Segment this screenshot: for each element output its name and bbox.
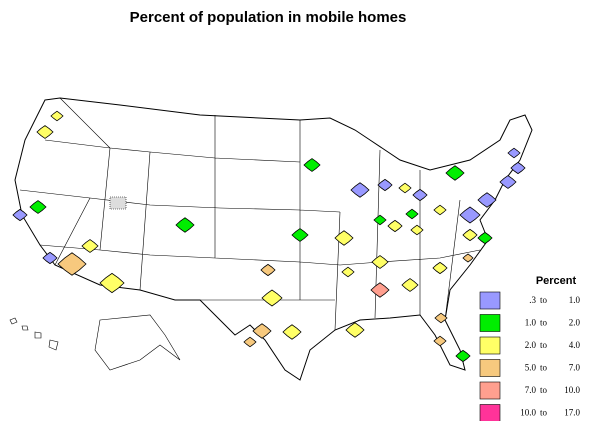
metro-area [371,255,389,269]
metro-area [477,231,493,245]
metro-area [334,230,354,246]
metro-area [12,208,28,222]
metro-area [175,217,195,233]
metro-area [81,239,99,253]
metro-area [401,278,419,292]
metro-area [410,224,424,236]
metro-area [499,175,517,189]
legend-separator: to [540,363,548,373]
metro-area [29,200,47,214]
metro-area [260,263,276,277]
metro-area [510,161,526,175]
title: Percent of population in mobile homes [130,9,407,26]
metro-area [507,147,521,159]
legend-to: 4.0 [569,340,581,350]
metro-area [42,251,58,265]
metro-area [252,323,272,339]
legend-swatch [479,291,501,310]
metro-area [341,266,355,278]
legend-from: .3 [529,295,536,305]
legend-to: 7.0 [569,363,581,373]
metro-area [50,110,64,122]
legend-swatch [479,381,501,400]
metro-area [350,182,370,198]
legend-from: 5.0 [525,363,537,373]
metro-area [99,272,125,294]
legend-from: 2.0 [525,340,537,350]
metro-area [462,253,474,263]
legend-separator: to [540,408,548,418]
metro-area [405,208,419,220]
metro-area [455,349,471,363]
legend-to: 2.0 [569,318,581,328]
metro-area [412,188,428,202]
metro-area [433,204,447,216]
metro-area [261,289,283,307]
metro-area [398,182,412,194]
legend-from: 7.0 [525,385,537,395]
legend-separator: to [540,295,548,305]
metro-areas [12,110,526,363]
legend: Percent .3 to 1.01.0 to 2.02.0 to 4.05.0 to 7.07… [479,275,581,421]
metro-area [434,312,448,324]
metro-area [291,228,309,242]
us-map [9,97,533,381]
metro-area [370,282,390,298]
metro-area [387,219,403,233]
legend-from: 1.0 [525,318,537,328]
metro-area [36,125,54,139]
metro-area [459,206,481,224]
legend-to: 17.0 [564,408,580,418]
metro-area [433,335,447,347]
legend-swatch [479,314,501,332]
legend-to: 10.0 [564,385,580,395]
legend-to: 1.0 [569,295,581,305]
legend-separator: to [540,340,548,350]
metro-area [282,324,302,340]
metro-area [377,178,393,192]
metro-area [462,228,478,242]
legend-swatch [479,336,501,355]
legend-swatch [479,359,501,377]
metro-area [303,158,321,172]
metro-area [445,165,465,181]
metro-area [345,322,365,338]
metro-area [477,192,497,208]
metro-area [373,214,387,226]
legend-from: 10.0 [520,408,536,418]
metro-area [243,336,257,348]
metro-area [432,261,448,275]
metro-area [57,252,87,276]
legend-swatch [479,404,501,421]
legend-separator: to [540,385,548,395]
legend-separator: to [540,318,548,328]
legend-title: Percent [536,275,577,287]
